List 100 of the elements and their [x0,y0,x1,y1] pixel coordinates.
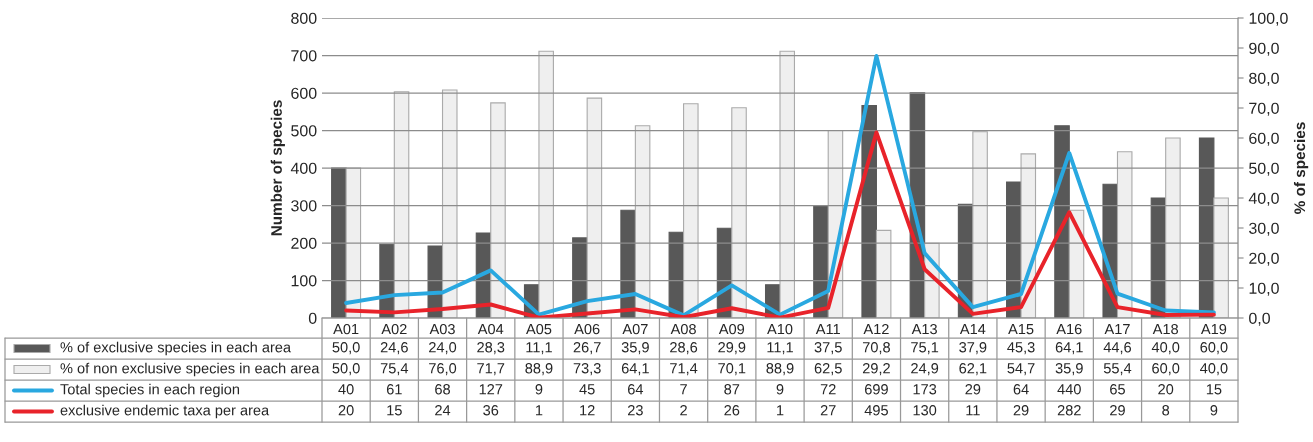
data-label: 2 [680,405,687,416]
data-label: 11 [966,405,980,416]
y2-tick-label: 40,0 [1248,192,1279,206]
bar [683,103,699,318]
y2-tick-label: 100,0 [1249,12,1288,26]
y2-tick-label: 50,0 [1249,162,1279,176]
data-label: 65 [1110,384,1125,395]
data-label: 72 [820,384,836,395]
data-label: 12 [580,405,595,416]
data-label: 24,6 [380,342,408,355]
data-label: 45,3 [1007,342,1035,355]
x-tick-label: A18 [1152,323,1179,335]
data-label: 60,0 [1200,342,1228,355]
bar [538,50,554,318]
data-label: 7 [680,384,687,395]
data-label: 64 [628,384,644,395]
legend-label: % of non exclusive species in each area [60,362,320,377]
y-tick-label: 300 [291,200,317,212]
data-label: 40,0 [1200,363,1228,376]
data-label: 71,4 [670,363,698,376]
x-tick-label: A05 [526,323,552,335]
data-label: 20 [1158,384,1174,395]
legend-label: % of exclusive species in each area [60,341,292,356]
data-label: 70,1 [718,363,746,376]
data-label: 88,9 [766,363,794,376]
data-label: 20 [338,405,354,416]
y-tick-label: 400 [290,162,317,174]
y2-tick-label: 60,0 [1249,132,1279,146]
y2-tick-label: 0,0 [1249,312,1270,326]
x-tick-label: A15 [1008,324,1034,335]
data-label: 699 [865,384,888,395]
x-tick-label: A14 [959,324,986,335]
data-label: 36 [483,405,499,416]
data-label: 61 [386,384,402,395]
x-tick-label: A10 [767,323,793,335]
line-series [344,130,1216,318]
y2-tick-label: 90,0 [1249,42,1279,56]
data-label: 1 [777,405,784,416]
data-label: 24,0 [429,342,457,355]
x-tick-label: A09 [718,323,745,335]
data-label: 40 [338,384,354,395]
data-label: 9 [776,384,784,395]
data-label: 11,1 [767,342,793,355]
y2-tick-label: 30,0 [1249,222,1279,236]
data-label: 24,9 [911,363,939,376]
y-tick-label: 500 [291,125,317,137]
y-tick-label: 100 [291,275,317,287]
line-series [344,53,1216,318]
y2-tick-label: 70,0 [1249,102,1279,116]
bar [875,229,892,318]
y-tick-label: 600 [291,87,317,99]
y2-axis-title: % of species [1293,122,1309,214]
data-label: 173 [913,384,937,395]
data-label: 73,3 [573,363,601,376]
bar [1213,197,1229,318]
data-label: 1 [536,405,543,416]
data-label: 68 [435,384,450,395]
x-tick-label: A12 [863,323,889,335]
data-label: 60,0 [1152,363,1180,376]
bar [490,102,506,318]
data-label: 23 [627,405,643,416]
data-label: 26,7 [573,342,601,355]
data-label: 29 [1110,405,1125,416]
data-label: 50,0 [332,342,360,355]
data-label: 35,9 [621,342,649,355]
data-label: 29,9 [718,342,746,355]
legend-label: exclusive endemic taxa per area [60,404,270,419]
data-label: 495 [864,405,888,416]
data-label: 24 [435,405,451,416]
data-label: 37,9 [959,342,987,355]
bar [345,167,362,318]
x-tick-label: A07 [622,323,648,335]
data-label: 75,4 [380,363,409,376]
y2-tick-label: 80,0 [1249,72,1279,86]
data-label: 26 [724,405,740,416]
data-label: 44,6 [1103,342,1132,355]
data-label: 62,5 [814,363,842,376]
data-label: 27 [820,405,836,416]
data-label: 88,9 [525,363,553,376]
y-tick-label: 800 [291,12,317,24]
bar [779,50,796,318]
data-label: 11,1 [526,342,552,355]
data-label: 70,8 [862,342,890,355]
data-label: 76,0 [429,363,457,376]
x-tick-label: A16 [1056,323,1082,335]
x-tick-label: A08 [670,323,696,335]
data-label: 50,0 [332,363,360,376]
data-label: 28,3 [477,342,505,355]
x-tick-label: A03 [429,323,455,335]
data-label: 54,7 [1007,363,1035,376]
data-label: 71,7 [477,363,505,376]
x-tick-label: A19 [1200,323,1227,335]
x-tick-label: A17 [1104,324,1130,335]
bar [972,131,988,318]
x-tick-label: A04 [477,323,504,335]
data-label: 64,1 [621,363,649,376]
bar [1116,151,1133,318]
data-label: 75,1 [911,342,939,355]
y2-tick-label: 10,0 [1249,282,1279,296]
data-label: 127 [479,384,503,395]
